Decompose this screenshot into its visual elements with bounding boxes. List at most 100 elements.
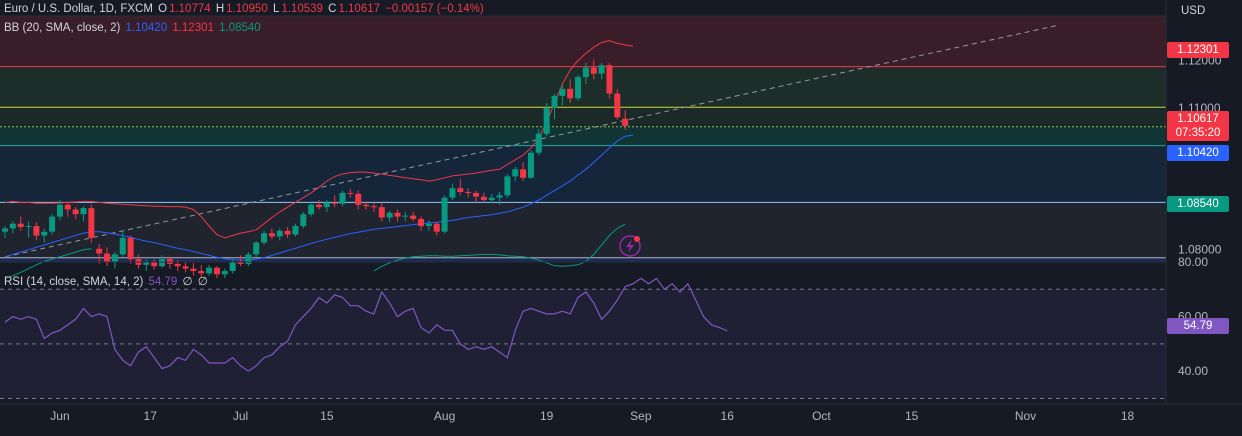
candle-body — [614, 93, 621, 118]
last-price-tag: 1.10617 07:35:20 — [1167, 111, 1229, 141]
candle-body — [245, 254, 252, 264]
candle-body — [567, 88, 574, 99]
candle-body — [96, 248, 103, 254]
candle-body — [206, 267, 213, 274]
close-label: C — [328, 3, 337, 15]
candle-body — [582, 67, 589, 78]
candle-body — [496, 195, 503, 198]
bb-lower-line — [4, 248, 92, 279]
candle-body — [33, 226, 40, 236]
rsi-line — [4, 277, 728, 372]
time-tick-label: 19 — [540, 409, 554, 423]
candle-body — [261, 233, 268, 243]
candle-body — [527, 152, 534, 178]
candle-body — [111, 254, 118, 262]
candle-body — [394, 212, 401, 217]
candle-body — [25, 226, 32, 228]
rsi-value: 54.79 — [148, 276, 178, 288]
rsi-legend[interactable]: RSI (14, close, SMA, 14, 2) 54.79 ∅ ∅ — [4, 274, 210, 288]
rsi-extra-2: ∅ — [197, 276, 208, 288]
candle-body — [182, 266, 189, 269]
candle-body — [190, 268, 197, 271]
candle-body — [72, 209, 79, 215]
candle-body — [590, 67, 597, 74]
time-tick-label: Jul — [233, 409, 248, 423]
price-zone — [0, 257, 1166, 262]
candle-body — [449, 188, 456, 198]
low-label: L — [272, 3, 280, 15]
bb-lower-line — [373, 223, 626, 272]
candle-body — [143, 261, 150, 265]
candle-body — [323, 202, 330, 208]
candle-body — [551, 95, 558, 108]
candle-body — [80, 208, 87, 215]
rsi-pane — [0, 261, 1166, 400]
candle-body — [2, 228, 8, 232]
time-tick-label: 15 — [320, 409, 334, 423]
price-zones — [0, 16, 1166, 262]
price-zone — [0, 145, 1166, 203]
candle-body — [292, 226, 299, 235]
time-tick-label: Oct — [812, 409, 831, 423]
open-value: 1.10774 — [169, 3, 211, 15]
candle-body — [284, 230, 291, 235]
candle-body — [213, 267, 220, 275]
horizontal-levels — [0, 15, 1166, 259]
candle-body — [363, 204, 370, 207]
candle-body — [308, 204, 315, 215]
flash-icon[interactable] — [619, 235, 641, 257]
change-value: −0.00157 (−0.14%) — [385, 3, 484, 15]
candle-body — [300, 214, 307, 227]
bb-upper-line — [4, 40, 634, 239]
candle-body — [119, 237, 126, 255]
candles — [2, 59, 629, 279]
bb-title: BB (20, SMA, close, 2) — [4, 22, 121, 34]
candle-body — [370, 206, 377, 208]
candle-body — [465, 191, 472, 193]
candle-body — [64, 204, 71, 210]
candle-body — [41, 231, 48, 236]
candle-body — [480, 196, 487, 201]
price-zone — [0, 107, 1166, 127]
candle-body — [488, 197, 495, 201]
currency-label[interactable]: USD — [1181, 5, 1206, 17]
time-tick-label: Aug — [434, 409, 455, 423]
price-zone — [0, 126, 1166, 146]
candle-body — [339, 192, 346, 204]
candle-body — [543, 107, 550, 134]
candle-body — [56, 204, 63, 217]
time-tick-label: 16 — [721, 409, 735, 423]
candle-body — [575, 77, 582, 99]
symbol-title[interactable]: Euro / U.S. Dollar, 1D, FXCM — [4, 3, 153, 15]
candle-body — [512, 169, 519, 177]
last-price-value: 1.10617 — [1177, 113, 1219, 125]
candle-body — [418, 218, 425, 227]
close-value: 1.10617 — [338, 3, 381, 15]
low-value: 1.10539 — [281, 3, 323, 15]
bar-countdown: 07:35:20 — [1175, 127, 1221, 139]
candle-body — [127, 237, 134, 260]
rsi-title: RSI (14, close, SMA, 14, 2) — [4, 276, 144, 288]
bb-legend[interactable]: BB (20, SMA, close, 2) 1.10420 1.12301 1… — [4, 22, 263, 34]
candle-body — [535, 133, 542, 153]
candle-body — [174, 263, 181, 267]
time-tick-label: 18 — [1121, 409, 1135, 423]
candle-body — [386, 212, 393, 218]
time-tick-label: Jun — [50, 409, 69, 423]
candle-body — [268, 233, 275, 237]
candle-body — [433, 223, 440, 232]
time-tick-label: 15 — [905, 409, 919, 423]
candle-body — [237, 261, 244, 264]
candle-body — [598, 65, 605, 74]
candle-body — [378, 207, 385, 218]
rsi-band-fill — [0, 289, 1166, 399]
candle-body — [504, 176, 511, 196]
time-tick-label: Nov — [1015, 409, 1036, 423]
high-value: 1.10950 — [226, 3, 268, 15]
candle-body — [355, 193, 362, 205]
price-zone — [0, 202, 1166, 258]
rsi-extra-1: ∅ — [182, 276, 193, 288]
candle-body — [622, 118, 629, 126]
candle-body — [17, 223, 24, 227]
